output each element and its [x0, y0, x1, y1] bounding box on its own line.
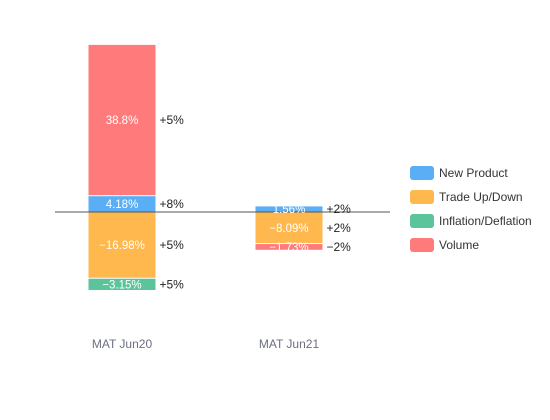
bar-trade-up-down-mat-jun20 — [88, 212, 156, 278]
change-label-new-product-mat-jun21: +2% — [327, 202, 352, 216]
bar-trade-up-down-mat-jun21 — [255, 212, 323, 244]
bar-new-product-mat-jun21 — [255, 206, 323, 212]
bar-inflation-deflation-mat-jun20 — [88, 278, 156, 291]
data-label-inflation-deflation-mat-jun20: −3.15% — [102, 279, 141, 291]
change-label-trade-up-down-mat-jun21: +2% — [327, 221, 352, 235]
data-label-volume-mat-jun21: −1.73% — [269, 242, 308, 254]
category-label-mat-jun21: MAT Jun21 — [259, 337, 320, 351]
legend-swatch-new-product[interactable] — [410, 166, 434, 180]
labels-layer: 4.18% +8% −16.98% +5% −3.15% +5% 38.8% +5% 1.56%… — [99, 113, 351, 291]
change-label-trade-up-down-mat-jun20: +5% — [160, 238, 185, 252]
change-label-inflation-deflation-mat-jun20: +5% — [160, 277, 185, 291]
legend-label-trade-up-down[interactable]: Trade Up/Down — [439, 190, 523, 204]
legend-swatch-inflation-deflation[interactable] — [410, 214, 434, 228]
data-label-new-product-mat-jun20: 4.18% — [106, 199, 139, 211]
legend: New Product Trade Up/Down Inflation/Deflat… — [410, 166, 532, 252]
bars-layer — [88, 44, 323, 291]
bar-volume-mat-jun21 — [255, 244, 323, 250]
change-label-volume-mat-jun21: −2% — [327, 240, 352, 254]
change-label-new-product-mat-jun20: +8% — [160, 197, 185, 211]
data-label-volume-mat-jun20: 38.8% — [106, 115, 139, 127]
category-axis: MAT Jun20 MAT Jun21 — [92, 337, 320, 351]
data-label-new-product-mat-jun21: 1.56% — [273, 204, 306, 216]
data-label-trade-up-down-mat-jun20: −16.98% — [99, 240, 145, 252]
change-label-volume-mat-jun20: +5% — [160, 113, 185, 127]
legend-swatch-volume[interactable] — [410, 238, 434, 252]
category-label-mat-jun20: MAT Jun20 — [92, 337, 153, 351]
bar-volume-mat-jun20 — [88, 44, 156, 196]
data-label-trade-up-down-mat-jun21: −8.09% — [269, 223, 308, 235]
legend-label-new-product[interactable]: New Product — [439, 166, 508, 180]
legend-label-volume[interactable]: Volume — [439, 238, 479, 252]
legend-label-inflation-deflation[interactable]: Inflation/Deflation — [439, 214, 532, 228]
legend-swatch-trade-up-down[interactable] — [410, 190, 434, 204]
bar-new-product-mat-jun20 — [88, 196, 156, 212]
